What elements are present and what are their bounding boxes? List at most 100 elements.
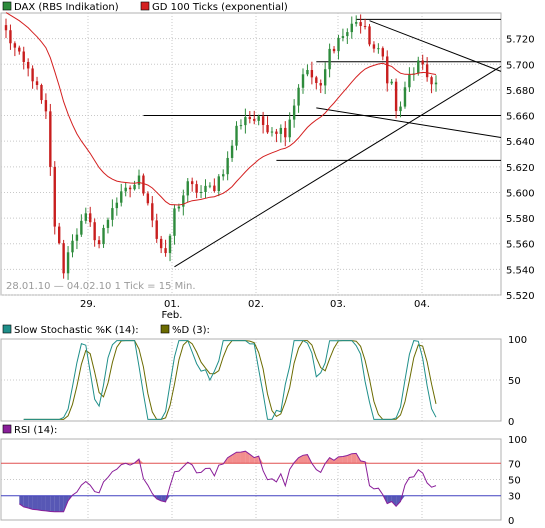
candle-body: [403, 87, 407, 107]
candle-body: [62, 243, 65, 274]
candle-body: [222, 174, 225, 177]
candle-body: [137, 175, 141, 185]
candle-body: [235, 125, 238, 146]
candle-body: [310, 69, 314, 78]
legend-swatch-stoch-k: [2, 324, 12, 334]
candle-body: [239, 125, 243, 127]
candle-body: [111, 208, 114, 220]
price-panel: 5.720 5.700 5.680 5.660 5.640 5.620 5.600 5.580…: [0, 1, 535, 321]
candle-body: [288, 119, 291, 138]
stoch-y-tick-label: 100: [508, 335, 527, 346]
candle-body: [49, 111, 52, 167]
candle-body: [102, 227, 105, 245]
candle-body: [155, 220, 158, 239]
price-y-tick-label: 5.620: [506, 163, 535, 174]
price-legend: DAX (RBS Indikation) GD 100 Ticks (expon…: [2, 1, 288, 13]
candle-body: [57, 226, 61, 244]
price-y-tick-label: 5.600: [506, 188, 535, 199]
candle-body: [146, 193, 150, 204]
candle-body: [53, 166, 56, 227]
candle-body: [195, 184, 198, 193]
candle-body: [386, 56, 389, 84]
rsi-oversold-fill: [391, 495, 397, 507]
candle-body: [421, 60, 424, 65]
rsi-overbought-fill: [329, 457, 335, 464]
candle-body: [75, 234, 79, 241]
trend-line: [369, 20, 502, 72]
candle-body: [394, 81, 398, 112]
candle-body: [217, 176, 220, 192]
rsi-overbought-fill: [258, 456, 264, 464]
legend-swatch-stoch-d: [160, 324, 170, 334]
price-y-tick-label: 5.580: [506, 214, 535, 225]
stochastic-panel: 100 50 0 Slow Stochastic %K (14): %D (3):: [0, 324, 527, 428]
price-x-tick-label: 29.: [80, 299, 96, 310]
price-x-ticks: 29. 01.Feb. 02. 03. 04.: [80, 299, 430, 321]
price-y-tick-label: 5.700: [506, 60, 535, 71]
rsi-y-tick-label: 30: [508, 492, 521, 503]
candle-body: [84, 213, 87, 221]
price-y-tick-label: 5.560: [506, 240, 535, 251]
stoch-legend: Slow Stochastic %K (14): %D (3):: [2, 324, 210, 336]
price-y-tick-label: 5.540: [506, 265, 535, 276]
candle-body: [190, 181, 194, 185]
candle-body: [124, 187, 127, 192]
stoch-k-line: [23, 340, 437, 420]
candle-body: [120, 191, 123, 203]
trend-line: [316, 107, 502, 139]
legend-swatch-ma: [140, 1, 150, 11]
rsi-y-ticks: 100 70 50 30 0: [508, 435, 527, 527]
candle-body: [337, 37, 340, 52]
rsi-oversold-fill: [41, 495, 46, 511]
candle-body: [182, 195, 185, 207]
trend-line: [174, 65, 502, 268]
stoch-y-ticks: 100 50 0: [508, 335, 527, 428]
candle-body: [159, 238, 163, 249]
candle-body: [40, 84, 43, 101]
rsi-oversold-fill: [54, 495, 60, 512]
candle-body: [18, 47, 21, 52]
candle-body: [301, 74, 305, 88]
rsi-line: [19, 450, 437, 513]
candle-body: [346, 32, 349, 37]
legend-label-ma: GD 100 Ticks (exponential): [152, 2, 288, 13]
legend-swatch-dax: [2, 1, 12, 11]
legend-label-dax: DAX (RBS Indikation): [14, 2, 119, 13]
candle-body: [226, 157, 229, 175]
legend-swatch-rsi: [2, 424, 12, 434]
candle-body: [44, 100, 48, 112]
candle-body: [128, 187, 132, 190]
rsi-oversold-fill: [156, 495, 162, 501]
rsi-overbought-fill: [351, 453, 357, 464]
candle-body: [328, 48, 331, 70]
candle-body: [26, 61, 30, 69]
rsi-gridlines: [1, 439, 501, 520]
candle-body: [230, 145, 234, 158]
rsi-y-tick-label: 70: [508, 459, 521, 470]
price-y-tick-label: 5.680: [506, 86, 535, 97]
price-y-tick-label: 5.720: [506, 35, 535, 46]
rsi-overbought-fill: [245, 451, 250, 464]
candle-body: [425, 64, 429, 78]
candle-body: [97, 240, 101, 245]
candle-body: [80, 220, 83, 235]
rsi-oversold-fill: [59, 495, 64, 512]
rsi-oversold-fill: [161, 495, 166, 502]
candle-body: [319, 83, 322, 86]
price-y-tick-label: 5.520: [506, 291, 535, 302]
candle-body: [275, 131, 278, 134]
candle-body: [399, 106, 402, 112]
candle-body: [253, 118, 256, 121]
ma-line: [5, 12, 437, 206]
candle-body: [173, 208, 176, 236]
candle-body: [261, 116, 265, 125]
price-x-tick-label: 01.: [164, 299, 180, 310]
rsi-overbought-fill: [240, 451, 246, 464]
candle-body: [204, 185, 207, 192]
candle-body: [142, 175, 145, 194]
candle-body: [284, 127, 287, 138]
price-plot-area: [0, 12, 502, 296]
candle-body: [306, 69, 309, 75]
candle-body: [350, 23, 353, 33]
candle-body: [35, 81, 39, 85]
